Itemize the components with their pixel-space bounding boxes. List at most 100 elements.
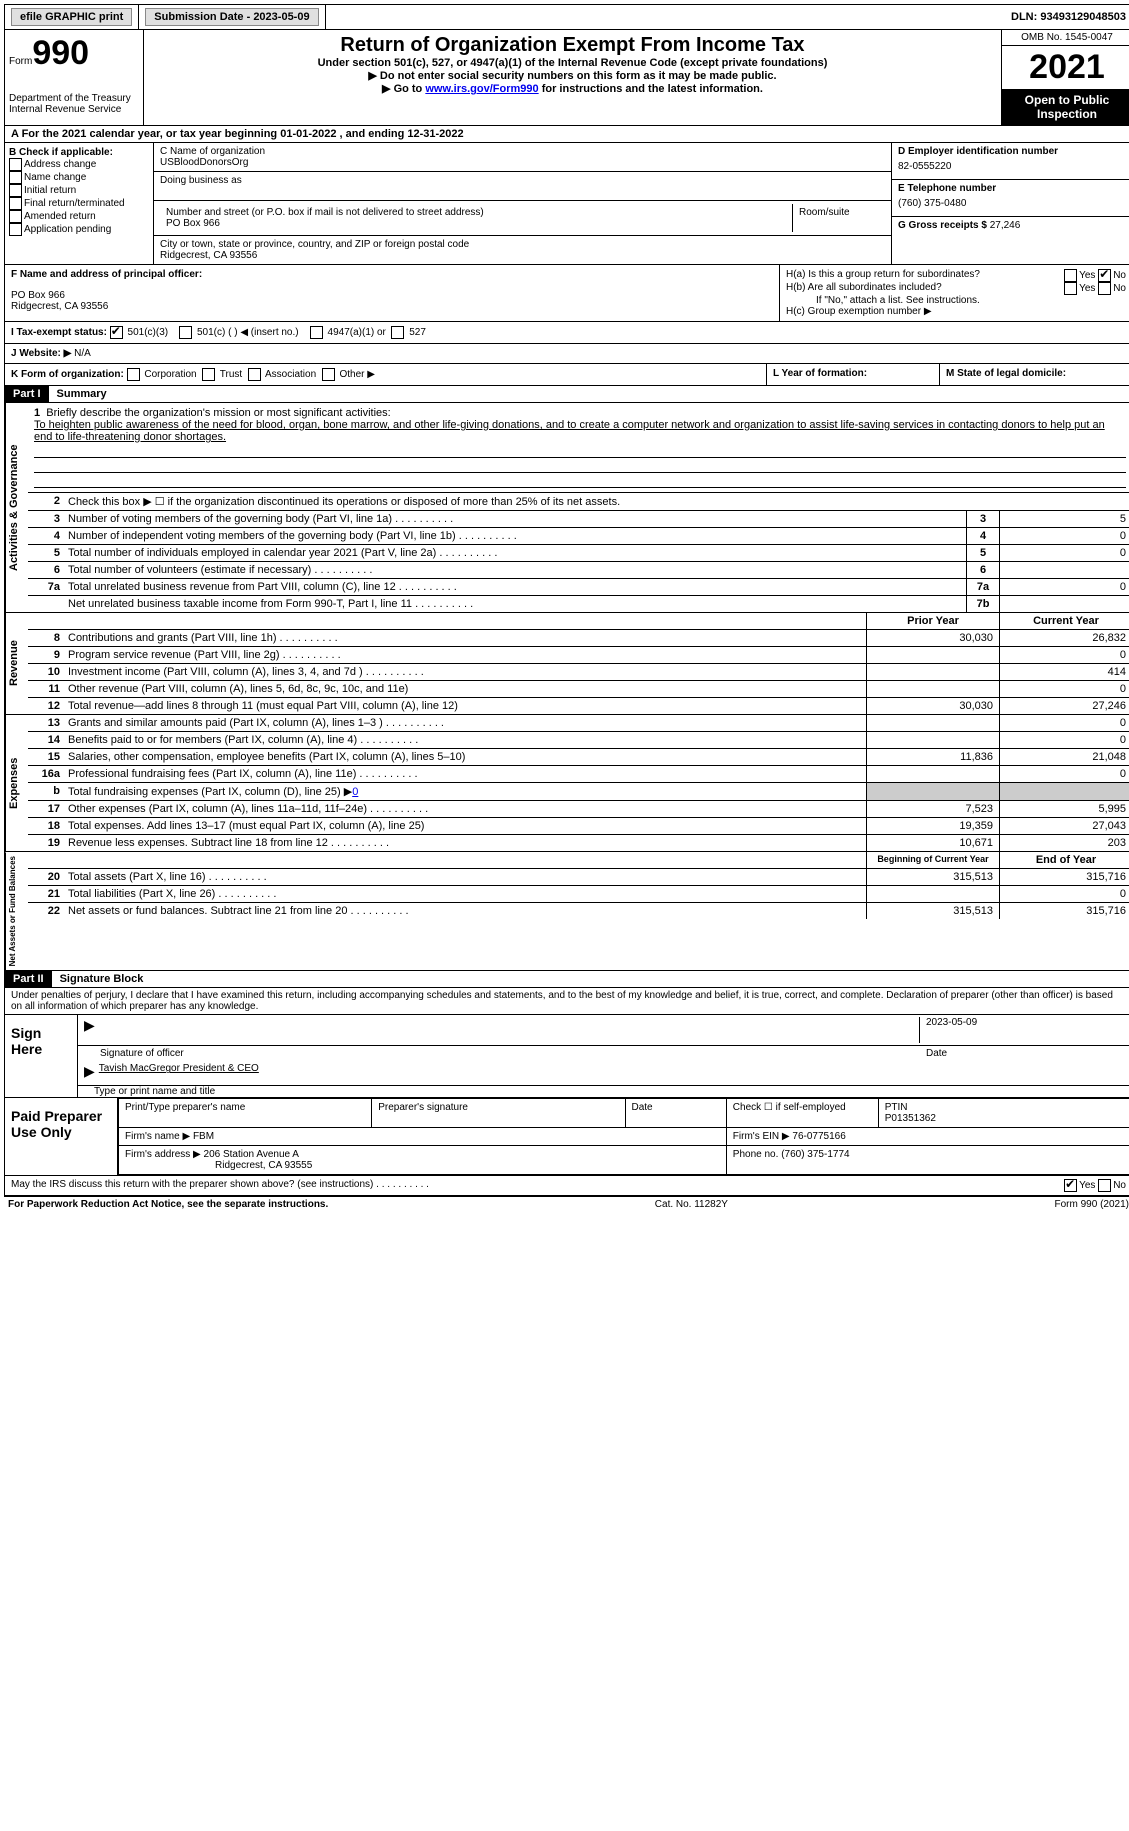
prep-ptin: P01351362 xyxy=(885,1113,936,1124)
inspection-label: Open to Public Inspection xyxy=(1002,89,1129,125)
row-fh: F Name and address of principal officer:… xyxy=(4,265,1129,322)
line16b-text: Total fundraising expenses (Part IX, col… xyxy=(68,786,352,798)
line22-py: 315,513 xyxy=(866,903,999,919)
line15-cy: 21,048 xyxy=(999,749,1129,765)
firm-addr-label: Firm's address ▶ xyxy=(125,1149,201,1160)
cb-4947[interactable] xyxy=(310,326,323,339)
line11-text: Other revenue (Part VIII, column (A), li… xyxy=(64,681,866,697)
line12-cy: 27,246 xyxy=(999,698,1129,714)
row-a-tax-year: A For the 2021 calendar year, or tax yea… xyxy=(4,126,1129,143)
sign-here-block: Sign Here ▶ 2023-05-09 Signature of offi… xyxy=(4,1015,1129,1098)
discuss-no: No xyxy=(1113,1181,1126,1192)
officer-addr2: Ridgecrest, CA 93556 xyxy=(11,301,773,312)
part1-title: Summary xyxy=(49,386,1129,402)
discuss-text: May the IRS discuss this return with the… xyxy=(11,1179,429,1192)
form-header: Form990 Department of the Treasury Inter… xyxy=(4,30,1129,126)
sign-date: 2023-05-09 xyxy=(919,1017,1126,1043)
vert-na: Net Assets or Fund Balances xyxy=(5,852,28,970)
cb-ha-no[interactable] xyxy=(1098,269,1111,282)
line17-text: Other expenses (Part IX, column (A), lin… xyxy=(64,801,866,817)
ein-label: D Employer identification number xyxy=(898,146,1126,157)
dln-label: DLN: 93493129048503 xyxy=(1005,5,1129,29)
cb-final-return[interactable] xyxy=(9,197,22,210)
row-j: J Website: ▶ N/A xyxy=(4,344,1129,364)
line9-cy: 0 xyxy=(999,647,1129,663)
irs-link[interactable]: www.irs.gov/Form990 xyxy=(425,83,538,95)
line17-cy: 5,995 xyxy=(999,801,1129,817)
line4-text: Number of independent voting members of … xyxy=(64,528,966,544)
prep-h5: PTIN xyxy=(885,1102,908,1113)
opt-application-pending: Application pending xyxy=(24,224,111,235)
line5-val: 0 xyxy=(999,545,1129,561)
cb-ha-yes[interactable] xyxy=(1064,269,1077,282)
line7a-text: Total unrelated business revenue from Pa… xyxy=(64,579,966,595)
opt-amended-return: Amended return xyxy=(24,211,96,222)
line22-text: Net assets or fund balances. Subtract li… xyxy=(64,903,866,919)
sig-name-label: Type or print name and title xyxy=(78,1086,1129,1097)
tel-label: E Telephone number xyxy=(898,183,1126,194)
website-value: N/A xyxy=(74,348,91,359)
row-klm: K Form of organization: Corporation Trus… xyxy=(4,364,1129,386)
col-c: C Name of organization USBloodDonorsOrg … xyxy=(154,143,892,264)
cb-501c3[interactable] xyxy=(110,326,123,339)
line10-text: Investment income (Part VIII, column (A)… xyxy=(64,664,866,680)
opt-assoc: Association xyxy=(265,369,316,380)
form-number: 990 xyxy=(32,34,89,72)
cb-trust[interactable] xyxy=(202,368,215,381)
goto-pre: ▶ Go to xyxy=(382,83,425,95)
vert-exp: Expenses xyxy=(5,715,28,851)
line7b-val xyxy=(999,596,1129,612)
line8-text: Contributions and grants (Part VIII, lin… xyxy=(64,630,866,646)
cb-assoc[interactable] xyxy=(248,368,261,381)
hdr-eoy: End of Year xyxy=(999,852,1129,868)
firm-addr2: Ridgecrest, CA 93555 xyxy=(125,1160,312,1171)
cb-discuss-no[interactable] xyxy=(1098,1179,1111,1192)
col-b: B Check if applicable: Address change Na… xyxy=(5,143,154,264)
preparer-label: Paid Preparer Use Only xyxy=(5,1098,118,1175)
cb-application-pending[interactable] xyxy=(9,223,22,236)
col-d: D Employer identification number 82-0555… xyxy=(892,143,1129,264)
part2-badge: Part II xyxy=(5,971,52,987)
submission-date-button[interactable]: Submission Date - 2023-05-09 xyxy=(145,8,318,26)
opt-address-change: Address change xyxy=(24,159,96,170)
efile-print-button[interactable]: efile GRAPHIC print xyxy=(11,8,132,26)
form-subtitle-2: ▶ Do not enter social security numbers o… xyxy=(148,69,997,82)
cb-initial-return[interactable] xyxy=(9,184,22,197)
cb-name-change[interactable] xyxy=(9,171,22,184)
cb-501c[interactable] xyxy=(179,326,192,339)
line14-py xyxy=(866,732,999,748)
line20-text: Total assets (Part X, line 16) xyxy=(64,869,866,885)
cb-discuss-yes[interactable] xyxy=(1064,1179,1077,1192)
goto-post: for instructions and the latest informat… xyxy=(539,83,763,95)
discuss-row: May the IRS discuss this return with the… xyxy=(4,1176,1129,1196)
line14-text: Benefits paid to or for members (Part IX… xyxy=(64,732,866,748)
line16b-link[interactable]: 0 xyxy=(352,786,358,798)
cb-corp[interactable] xyxy=(127,368,140,381)
cb-hb-yes[interactable] xyxy=(1064,282,1077,295)
cb-amended-return[interactable] xyxy=(9,210,22,223)
sig-arrow-icon: ▶ xyxy=(84,1017,95,1043)
line11-cy: 0 xyxy=(999,681,1129,697)
row-i: I Tax-exempt status: 501(c)(3) 501(c) ( … xyxy=(4,322,1129,344)
line7b-text: Net unrelated business taxable income fr… xyxy=(64,596,966,612)
org-name-label: C Name of organization xyxy=(160,146,885,157)
line18-cy: 27,043 xyxy=(999,818,1129,834)
cb-527[interactable] xyxy=(391,326,404,339)
gross-label: G Gross receipts $ xyxy=(898,220,987,231)
omb-label: OMB No. 1545-0047 xyxy=(1002,30,1129,46)
hb-no: No xyxy=(1113,283,1126,294)
officer-label: F Name and address of principal officer: xyxy=(11,269,773,280)
prep-h3: Date xyxy=(625,1099,726,1128)
line19-py: 10,671 xyxy=(866,835,999,851)
opt-trust: Trust xyxy=(220,369,242,380)
footer-right: Form 990 (2021) xyxy=(1055,1199,1129,1210)
col-b-title: B Check if applicable: xyxy=(9,147,149,158)
cb-hb-no[interactable] xyxy=(1098,282,1111,295)
ha-label: H(a) Is this a group return for subordin… xyxy=(786,269,990,282)
cb-other[interactable] xyxy=(322,368,335,381)
hdr-bcy: Beginning of Current Year xyxy=(866,852,999,868)
prep-h4: Check ☐ if self-employed xyxy=(726,1099,878,1128)
cb-address-change[interactable] xyxy=(9,158,22,171)
street-value: PO Box 966 xyxy=(166,218,786,229)
line14-cy: 0 xyxy=(999,732,1129,748)
